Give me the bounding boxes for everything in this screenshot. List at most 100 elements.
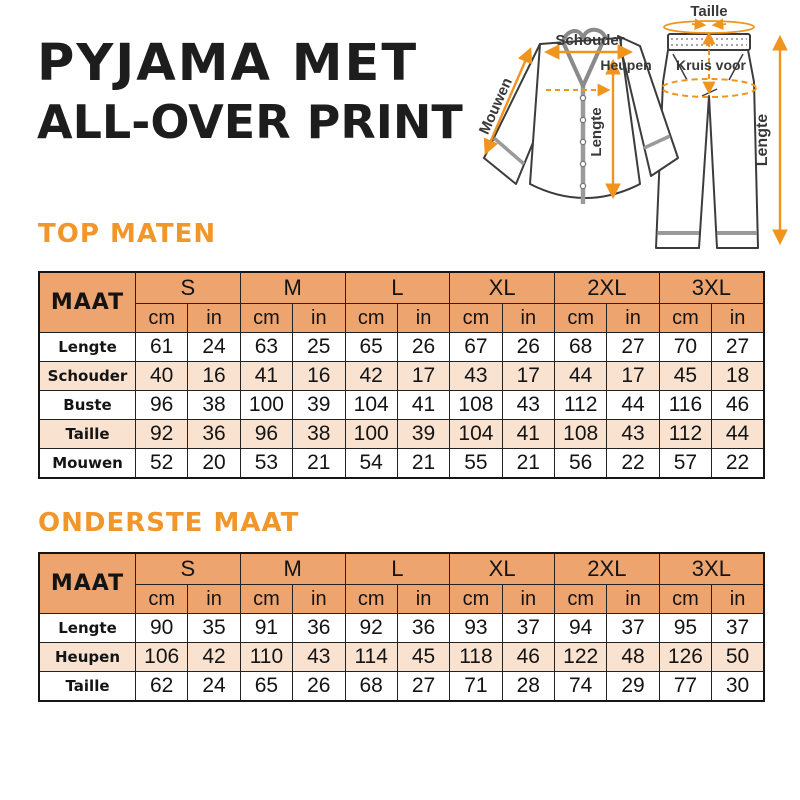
table-row: Heupen 106 42 110 43 114 45 118 46 122 48 126 50 (38, 642, 765, 672)
pajama-size-diagram: Schouder Mouwen Lengte Taille Heupen Kru… (476, 3, 788, 249)
pants-pocket-line (672, 53, 688, 81)
shoulder-label: Schouder (555, 32, 624, 49)
value-cell: 74 (553, 671, 608, 702)
unit-header: cm (658, 303, 713, 333)
size-header: 3XL (658, 552, 765, 585)
waist-inner-arrow (711, 18, 727, 31)
value-cell: 27 (711, 332, 765, 362)
value-cell: 52 (134, 448, 189, 479)
size-header: M (239, 552, 346, 585)
unit-header: in (501, 303, 556, 333)
page-title: PYJAMA MET ALL-OVER PRINT (37, 34, 463, 150)
value-cell: 43 (292, 642, 346, 672)
size-table-bottom: MAAT S M L XL 2XL 3XL cm in cm in cm in cm in cm in cm in L… (38, 552, 765, 702)
value-cell: 53 (239, 448, 294, 479)
value-cell: 37 (606, 613, 660, 643)
value-cell: 42 (187, 642, 241, 672)
value-cell: 41 (239, 361, 294, 391)
section-heading-bottom: ONDERSTE MAAT (38, 508, 300, 538)
unit-header: in (501, 584, 556, 614)
value-cell: 43 (606, 419, 660, 449)
value-cell: 68 (344, 671, 398, 702)
value-cell: 70 (658, 332, 713, 362)
table-body: Lengte 90 35 91 36 92 36 93 37 94 37 95 37 Heupen 106 4… (38, 613, 765, 702)
row-label: Lengte (38, 332, 136, 362)
section-heading-top: TOP MATEN (38, 219, 217, 249)
value-cell: 65 (344, 332, 398, 362)
value-cell: 62 (134, 671, 189, 702)
size-header: S (135, 552, 241, 585)
value-cell: 54 (344, 448, 398, 479)
value-cell: 26 (501, 332, 556, 362)
value-cell: 17 (606, 361, 660, 391)
value-cell: 41 (501, 419, 556, 449)
table-body: Lengte 61 24 63 25 65 26 67 26 68 27 70 27 Schouder 40… (38, 332, 765, 479)
value-cell: 126 (658, 642, 713, 672)
value-cell: 27 (606, 332, 660, 362)
value-cell: 28 (501, 671, 556, 702)
value-cell: 112 (553, 390, 608, 420)
unit-header: cm (344, 303, 398, 333)
value-cell: 25 (292, 332, 346, 362)
unit-header: cm (239, 584, 294, 614)
value-cell: 36 (187, 419, 241, 449)
unit-header: in (396, 584, 451, 614)
hips-label: Heupen (600, 57, 651, 73)
value-cell: 63 (239, 332, 294, 362)
value-cell: 112 (658, 419, 713, 449)
value-cell: 26 (396, 332, 451, 362)
unit-header: in (711, 584, 765, 614)
unit-header: cm (658, 584, 713, 614)
value-cell: 44 (553, 361, 608, 391)
table-row: Mouwen 52 20 53 21 54 21 55 21 56 22 57 22 (38, 448, 765, 479)
measurement-arrows (483, 18, 788, 246)
row-label: Mouwen (38, 448, 136, 479)
pants-length-label: Lengte (754, 114, 771, 167)
value-cell: 100 (239, 390, 294, 420)
unit-header: cm (553, 584, 608, 614)
value-cell: 65 (239, 671, 294, 702)
shirt-length-label: Lengte (588, 107, 605, 156)
waist-inner-arrow (691, 18, 707, 31)
value-cell: 18 (711, 361, 765, 391)
value-cell: 22 (711, 448, 765, 479)
row-label: Buste (38, 390, 136, 420)
value-cell: 122 (553, 642, 608, 672)
value-cell: 35 (187, 613, 241, 643)
value-cell: 55 (449, 448, 503, 479)
waist-label: Taille (690, 3, 727, 20)
value-cell: 37 (501, 613, 556, 643)
header-row-units: cm in cm in cm in cm in cm in cm in (39, 303, 765, 333)
unit-header: cm (239, 303, 294, 333)
value-cell: 29 (606, 671, 660, 702)
value-cell: 108 (449, 390, 503, 420)
hip-dashed-ellipse (661, 78, 757, 98)
row-label: Lengte (38, 613, 136, 643)
value-cell: 96 (134, 390, 189, 420)
value-cell: 30 (711, 671, 765, 702)
value-cell: 114 (344, 642, 398, 672)
value-cell: 16 (187, 361, 241, 391)
value-cell: 39 (292, 390, 346, 420)
size-header: S (135, 271, 241, 304)
size-header: L (344, 271, 451, 304)
value-cell: 38 (187, 390, 241, 420)
value-cell: 21 (396, 448, 451, 479)
page-title-line1: PYJAMA MET (37, 34, 419, 93)
value-cell: 21 (501, 448, 556, 479)
value-cell: 44 (606, 390, 660, 420)
value-cell: 110 (239, 642, 294, 672)
unit-header: cm (449, 584, 503, 614)
value-cell: 61 (134, 332, 189, 362)
value-cell: 43 (501, 390, 556, 420)
value-cell: 21 (292, 448, 346, 479)
value-cell: 36 (292, 613, 346, 643)
value-cell: 20 (187, 448, 241, 479)
row-label: Taille (38, 419, 136, 449)
value-cell: 50 (711, 642, 765, 672)
header-row-units: cm in cm in cm in cm in cm in cm in (39, 584, 765, 614)
value-cell: 56 (553, 448, 608, 479)
value-cell: 71 (449, 671, 503, 702)
table-head: MAAT S M L XL 2XL 3XL cm in cm in cm in cm in cm in cm in (38, 552, 765, 614)
value-cell: 44 (711, 419, 765, 449)
